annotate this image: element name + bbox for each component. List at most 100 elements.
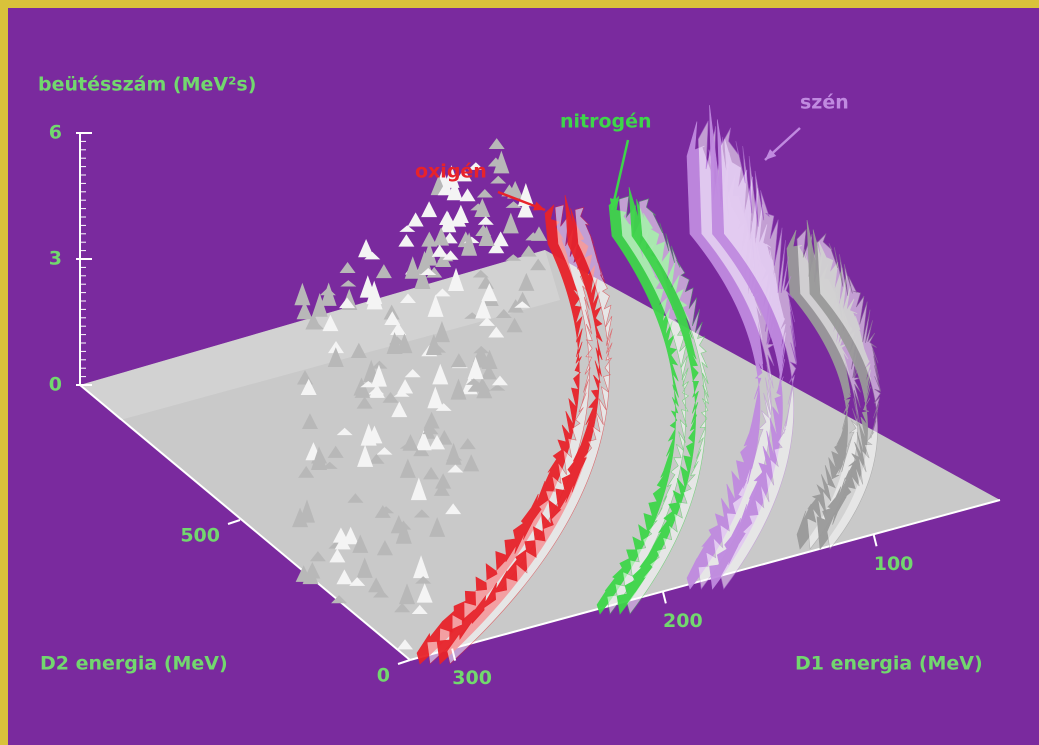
surface-bump — [371, 360, 388, 369]
surface-bump — [459, 188, 476, 202]
surface-bump — [491, 375, 508, 386]
surface-bump — [393, 390, 410, 397]
surface-bump — [399, 225, 416, 232]
x-tick-label: 200 — [663, 610, 703, 632]
z-tick-label: 0 — [49, 374, 62, 396]
surface-bump — [505, 201, 522, 208]
surface-bump — [423, 466, 440, 480]
surface-bump — [445, 503, 462, 515]
surface-bump — [302, 565, 319, 585]
x-tick — [451, 648, 457, 661]
surface-bump — [478, 225, 495, 247]
surface-bump — [395, 520, 412, 544]
surface-bump — [308, 321, 325, 330]
x-tick-label: 300 — [452, 667, 492, 689]
surface-bump — [368, 577, 385, 593]
ridge — [446, 206, 613, 665]
surface-bump — [505, 254, 522, 261]
z-tick-label: 3 — [49, 248, 62, 270]
surface-bump — [488, 138, 505, 149]
surface-bump — [396, 639, 413, 650]
surface-bump — [495, 309, 512, 318]
z-tick-label: 6 — [49, 122, 62, 144]
surface-bump — [368, 384, 385, 398]
surface-bump — [342, 526, 359, 545]
surface-bump — [366, 425, 383, 444]
surface-bump — [331, 595, 348, 604]
surface-bump — [390, 322, 407, 335]
surface-bump — [404, 369, 421, 378]
surface — [292, 105, 882, 665]
surface-bump — [383, 304, 400, 320]
surface-bump — [386, 332, 403, 355]
surface-bump — [477, 216, 494, 225]
surface-bump — [340, 280, 357, 287]
surface-bump — [336, 569, 353, 585]
surface-bump — [374, 505, 391, 518]
surface-bump — [410, 477, 427, 501]
surface-bump — [415, 576, 432, 584]
surface-bump — [300, 378, 317, 395]
y-tick-label: 500 — [180, 525, 220, 547]
surface-bump — [420, 267, 437, 276]
surface-bump — [435, 403, 452, 411]
surface-bump — [467, 381, 484, 392]
surface-bump — [423, 411, 440, 429]
surface-bump — [399, 458, 416, 478]
surface-bump — [322, 314, 339, 332]
surface-bump — [356, 396, 373, 409]
surface-bump — [433, 227, 450, 246]
surface-bump — [520, 245, 537, 257]
surface-bump — [352, 534, 369, 553]
surface-bump — [294, 282, 311, 306]
surface-bump — [427, 386, 444, 409]
arrow-head — [533, 201, 545, 211]
z-axis-label: beütésszám (MeV²s) — [38, 74, 256, 96]
surface-bump — [445, 442, 462, 465]
surface-bump — [394, 602, 411, 613]
surface-bump — [514, 301, 531, 308]
arrow-head — [765, 149, 777, 160]
surface-bump — [517, 198, 534, 218]
surface-bump — [446, 179, 463, 201]
x-tick — [872, 534, 878, 547]
surface-bump — [320, 282, 337, 306]
surface-bump — [501, 184, 518, 197]
surface-bump — [450, 353, 467, 368]
surface-bump — [447, 464, 464, 473]
surface-bump — [433, 482, 450, 496]
surface-bump — [530, 258, 547, 271]
surface-bump — [384, 311, 401, 325]
top-border — [0, 0, 1039, 8]
surface-bump — [309, 551, 326, 562]
surface-bump — [480, 364, 497, 380]
left-border — [0, 0, 8, 745]
surface-bump — [475, 297, 492, 319]
surface-bump — [329, 548, 346, 563]
surface-bump — [422, 424, 439, 435]
surface-bump — [327, 445, 344, 458]
surface-bump — [433, 320, 450, 343]
y-tick — [227, 519, 241, 525]
surface-bump — [427, 294, 444, 317]
surface-bump — [327, 347, 344, 368]
x-tick-label: 100 — [874, 553, 914, 575]
surface-bump — [461, 232, 478, 256]
surface-bump — [399, 293, 416, 304]
surface-bump — [416, 583, 433, 603]
surface-bump — [311, 293, 328, 317]
surface-bump — [506, 317, 523, 333]
surface-bump — [429, 434, 446, 450]
surface-bump — [502, 212, 519, 234]
surface-bump — [334, 535, 351, 550]
annotation: nitrogén — [560, 111, 652, 133]
surface-bump — [332, 527, 349, 543]
surface-bump — [360, 380, 377, 388]
ridge — [596, 195, 679, 615]
ridge — [626, 198, 710, 615]
y-tick — [397, 659, 411, 665]
surface-bump — [413, 509, 430, 518]
surface-bump — [404, 256, 421, 279]
surface-bump — [339, 261, 356, 273]
arrow-head — [609, 198, 620, 210]
